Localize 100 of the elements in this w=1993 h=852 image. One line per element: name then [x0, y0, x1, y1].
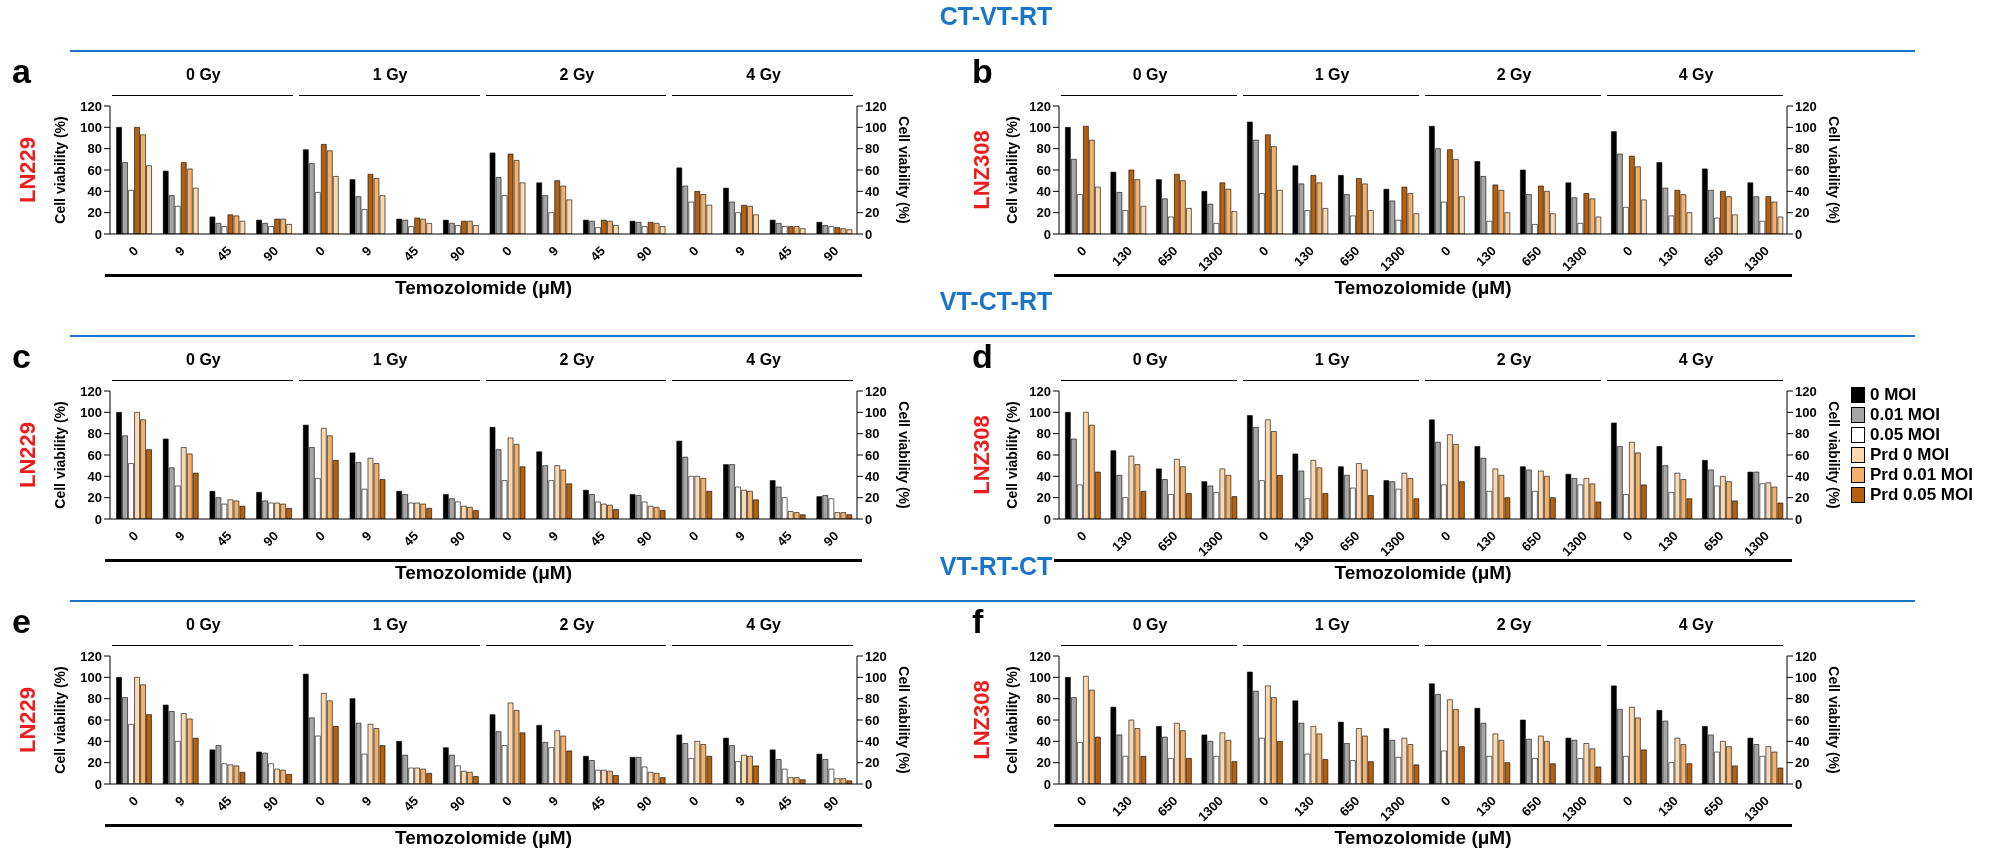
- y2-tick-label: 80: [865, 141, 880, 157]
- text: 2 Gy: [1496, 351, 1532, 369]
- text: LNZ308: [969, 680, 995, 760]
- x-tick-label: 9: [172, 793, 188, 809]
- text: 0 Gy: [186, 66, 221, 84]
- y-tick-label: 0: [1043, 776, 1051, 792]
- text: d: [972, 337, 993, 376]
- text: 1 Gy: [1314, 66, 1350, 84]
- y-tick-label: 40: [87, 468, 102, 484]
- x-tick-label: 130: [1473, 528, 1500, 555]
- legend-label: 0.01 MOI: [1870, 405, 1940, 425]
- x-tick-label: 130: [1291, 243, 1318, 270]
- y2-tick-label: 0: [865, 226, 873, 242]
- x-tick-label: 650: [1336, 793, 1363, 820]
- x-tick-label: 45: [400, 243, 422, 265]
- y2-tick-label: 120: [865, 98, 887, 114]
- y2-tick-label: 20: [865, 755, 880, 771]
- y2-tick-label: 60: [865, 162, 880, 178]
- x-tick-label: 90: [633, 793, 655, 815]
- x-tick-label: 0: [685, 243, 702, 259]
- y2-tick-label: 60: [1795, 712, 1810, 728]
- y-tick-label: 100: [80, 404, 102, 420]
- y-tick-label: 80: [1036, 426, 1051, 442]
- y-tick-label: 20: [87, 755, 102, 771]
- legend-label: Prd 0 MOI: [1870, 445, 1950, 465]
- x-tick-label: 130: [1291, 793, 1318, 820]
- y-tick-label: 0: [94, 511, 102, 527]
- text: LN229: [15, 421, 41, 489]
- x-tick-label: 90: [820, 793, 842, 815]
- x-tick-label: 0: [1437, 528, 1454, 544]
- y2-tick-label: 120: [865, 648, 887, 664]
- x-tick-label: 0: [312, 243, 328, 259]
- text: f: [972, 602, 984, 641]
- y2-tick-label: 0: [1795, 776, 1803, 792]
- x-tick-label: 45: [587, 793, 608, 815]
- y-tick-label: 0: [1043, 226, 1051, 242]
- x-tick-label: 0: [1073, 243, 1090, 259]
- y-tick-label: 80: [1036, 691, 1051, 707]
- x-tick-label: 9: [545, 243, 562, 259]
- y2-tick-label: 0: [865, 511, 873, 527]
- x-tick-label: 650: [1518, 243, 1545, 270]
- y-tick-label: 120: [80, 383, 102, 399]
- x-tick-label: 9: [732, 243, 749, 259]
- y-tick-label: 60: [87, 712, 102, 728]
- x-tick-label: 650: [1154, 243, 1181, 270]
- y-tick-label: 120: [80, 98, 102, 114]
- x-tick-label: 9: [545, 793, 562, 809]
- legend-label: 0.05 MOI: [1870, 425, 1940, 445]
- x-tick-label: 0: [125, 243, 142, 259]
- x-tick-label: 45: [587, 528, 608, 550]
- y2-tick-label: 60: [1795, 447, 1810, 463]
- y-tick-label: 40: [1036, 733, 1051, 749]
- text: c: [12, 337, 31, 376]
- y2-tick-label: 0: [1795, 511, 1803, 527]
- x-tick-label: 0: [1255, 793, 1272, 809]
- y-tick-label: 120: [1029, 648, 1051, 664]
- text: a: [12, 52, 31, 91]
- y2-tick-label: 80: [1795, 426, 1810, 442]
- legend-label: Prd 0.01 MOI: [1870, 465, 1973, 485]
- x-tick-label: 0: [498, 243, 515, 259]
- text: LN229: [15, 136, 41, 204]
- y-tick-label: 80: [87, 426, 102, 442]
- y2-tick-label: 100: [865, 404, 887, 420]
- text: 0 Gy: [1132, 66, 1168, 84]
- text: 4 Gy: [1678, 616, 1714, 634]
- x-tick-label: 130: [1473, 243, 1500, 270]
- x-tick-label: 45: [213, 793, 235, 815]
- x-tick-label: 0: [498, 793, 515, 809]
- text: CT-VT-RT: [939, 2, 1053, 31]
- x-tick-label: 9: [358, 243, 375, 259]
- y2-axis-title: Cell viability (%): [896, 401, 912, 509]
- x-tick-label: 9: [358, 793, 375, 809]
- x-tick-label: 650: [1336, 243, 1363, 270]
- y-tick-label: 40: [1036, 183, 1051, 199]
- y-tick-label: 100: [1029, 669, 1051, 685]
- legend-label: 0 MOI: [1870, 385, 1917, 405]
- x-tick-label: 650: [1154, 528, 1181, 555]
- y2-tick-label: 100: [1795, 669, 1817, 685]
- y2-tick-label: 80: [1795, 691, 1810, 707]
- x-tick-label: 9: [172, 528, 188, 544]
- text: 1 Gy: [372, 351, 408, 369]
- y-tick-label: 60: [87, 447, 102, 463]
- x-tick-label: 0: [1255, 243, 1272, 259]
- x-tick-label: 90: [633, 243, 655, 265]
- text: 4 Gy: [746, 351, 781, 369]
- y-tick-label: 20: [1036, 490, 1051, 506]
- x-tick-label: 0: [498, 528, 515, 544]
- x-tick-label: 0: [1619, 243, 1636, 259]
- y-axis-title: Cell viability (%): [52, 401, 68, 509]
- x-tick-label: 0: [1073, 793, 1090, 809]
- x-tick-label: 650: [1700, 243, 1727, 270]
- y2-tick-label: 40: [1795, 733, 1810, 749]
- y-tick-label: 80: [87, 141, 102, 157]
- y2-tick-label: 100: [1795, 119, 1817, 135]
- y2-tick-label: 80: [1795, 141, 1810, 157]
- text: e: [12, 602, 31, 641]
- y-tick-label: 120: [1029, 98, 1051, 114]
- y2-tick-label: 60: [865, 447, 880, 463]
- y-tick-label: 0: [94, 226, 102, 242]
- y-tick-label: 40: [87, 733, 102, 749]
